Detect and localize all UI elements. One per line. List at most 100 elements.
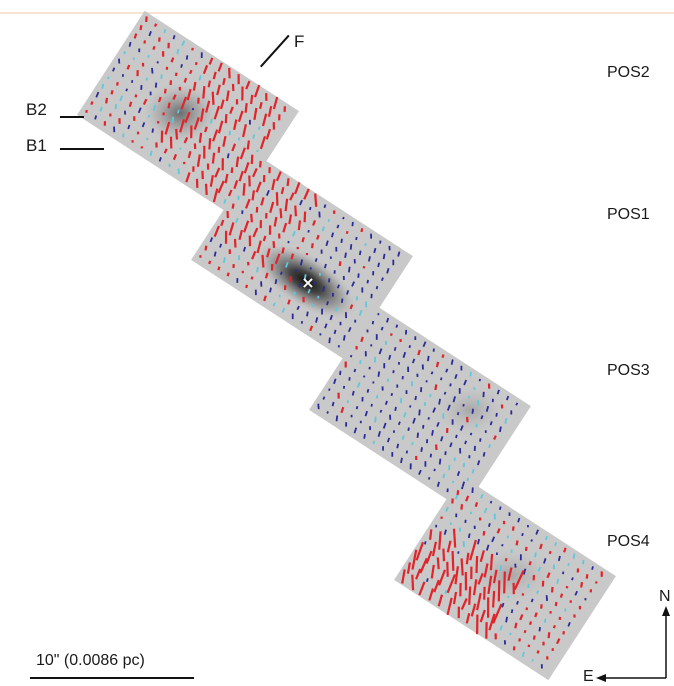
- polarization-vector: [418, 581, 426, 596]
- polarization-vector: [256, 266, 259, 273]
- polarization-vector: [563, 547, 567, 553]
- polarization-vector: [437, 594, 444, 607]
- polarization-vector: [309, 267, 312, 270]
- polarization-vector: [476, 592, 482, 611]
- polarization-vector: [512, 646, 516, 651]
- polarization-vector: [537, 566, 542, 572]
- polarization-vector: [259, 160, 262, 168]
- polarization-vector: [489, 500, 493, 504]
- polarization-vector: [324, 323, 328, 329]
- polarization-vector: [418, 469, 422, 475]
- polarization-vector: [407, 427, 410, 431]
- polarization-vector: [516, 600, 519, 605]
- polarization-vector: [139, 24, 143, 31]
- polarization-vector: [485, 544, 490, 551]
- polarization-vector: [176, 48, 180, 55]
- polarization-vector: [373, 356, 377, 363]
- polarization-vector: [375, 285, 379, 290]
- polarization-vector: [532, 635, 536, 640]
- polarization-vector: [446, 597, 453, 616]
- polarization-vector: [326, 411, 329, 414]
- polarization-vector: [125, 88, 129, 92]
- polarization-vector: [222, 257, 226, 263]
- polarization-vector: [571, 577, 574, 581]
- polarization-vector: [443, 391, 447, 395]
- polarization-vector: [401, 435, 405, 441]
- feature-b1-label: B1: [26, 136, 47, 155]
- polarization-vector: [127, 124, 131, 130]
- pos1-label: POS1: [607, 206, 650, 223]
- polarization-vector: [333, 329, 337, 335]
- polarization-vector: [316, 234, 320, 240]
- polarization-vector: [506, 535, 510, 539]
- polarization-vector: [355, 405, 359, 410]
- polarization-vector: [239, 147, 246, 160]
- polarization-vector: [90, 101, 94, 105]
- top-rule: [0, 12, 674, 14]
- polarization-vector: [499, 565, 503, 572]
- polarization-vector: [527, 644, 531, 648]
- polarization-vector: [211, 91, 215, 105]
- polarization-vector: [556, 578, 560, 584]
- polarization-vector: [336, 284, 341, 289]
- polarization-vector: [151, 128, 154, 133]
- core-emission: [253, 241, 359, 321]
- polarization-vector: [445, 368, 449, 373]
- polarization-vectors: [85, 16, 603, 669]
- polarization-vector: [374, 416, 377, 423]
- polarization-vector: [261, 113, 268, 127]
- polarization-vector: [279, 208, 283, 219]
- polarization-vector: [180, 64, 183, 68]
- polarization-vector: [244, 102, 248, 113]
- polarization-vector: [263, 295, 267, 302]
- polarization-vector: [436, 481, 440, 488]
- polarization-vector: [396, 443, 400, 449]
- polarization-vector: [386, 267, 390, 274]
- polarization-vector: [204, 183, 208, 195]
- polarization-vector: [213, 225, 220, 238]
- polarization-vector: [301, 237, 305, 243]
- compass-north-label: N: [659, 588, 671, 605]
- polarization-vector: [172, 94, 177, 100]
- polarization-vector: [360, 336, 364, 343]
- polarization-vector: [355, 296, 359, 301]
- polarization-vector: [311, 303, 315, 308]
- polarization-vector: [251, 167, 258, 178]
- polarization-vector: [321, 226, 325, 232]
- polarization-vector: [230, 167, 234, 174]
- polarization-vector: [253, 107, 258, 120]
- polarization-vector: [253, 84, 261, 98]
- polarization-vector: [217, 180, 225, 194]
- polarization-vector: [408, 345, 412, 349]
- tile-pos3: [309, 305, 531, 511]
- polarization-vector: [523, 630, 527, 634]
- polarization-vector: [446, 540, 452, 553]
- polarization-vector: [539, 543, 543, 550]
- polarization-vector: [191, 47, 194, 51]
- polarization-vector: [209, 237, 214, 243]
- polarization-vector: [479, 609, 486, 623]
- polarization-vector: [331, 232, 334, 238]
- polarization-vector: [467, 533, 471, 539]
- polarization-vector: [488, 522, 491, 527]
- polarization-vector: [265, 189, 270, 196]
- polarization-vector: [224, 114, 228, 124]
- polarization-vector: [476, 460, 481, 466]
- polarization-vector: [472, 579, 478, 596]
- polarization-vector: [582, 559, 585, 565]
- polarization-vector: [198, 75, 202, 81]
- polarization-vector: [358, 309, 363, 316]
- polarization-vector: [477, 572, 484, 585]
- polarization-vector: [145, 77, 149, 81]
- polarization-vector: [154, 82, 158, 88]
- polarization-vector: [172, 153, 178, 161]
- polarization-vector: [208, 138, 212, 150]
- polarization-vector: [406, 562, 411, 574]
- polarization-vector: [128, 101, 133, 108]
- polarization-vector: [433, 579, 440, 593]
- source-marker: ×: [301, 273, 314, 292]
- polarization-vector: [364, 242, 367, 247]
- polarization-vector: [292, 230, 296, 237]
- polarization-vector: [529, 621, 532, 626]
- polarization-vector: [366, 388, 370, 393]
